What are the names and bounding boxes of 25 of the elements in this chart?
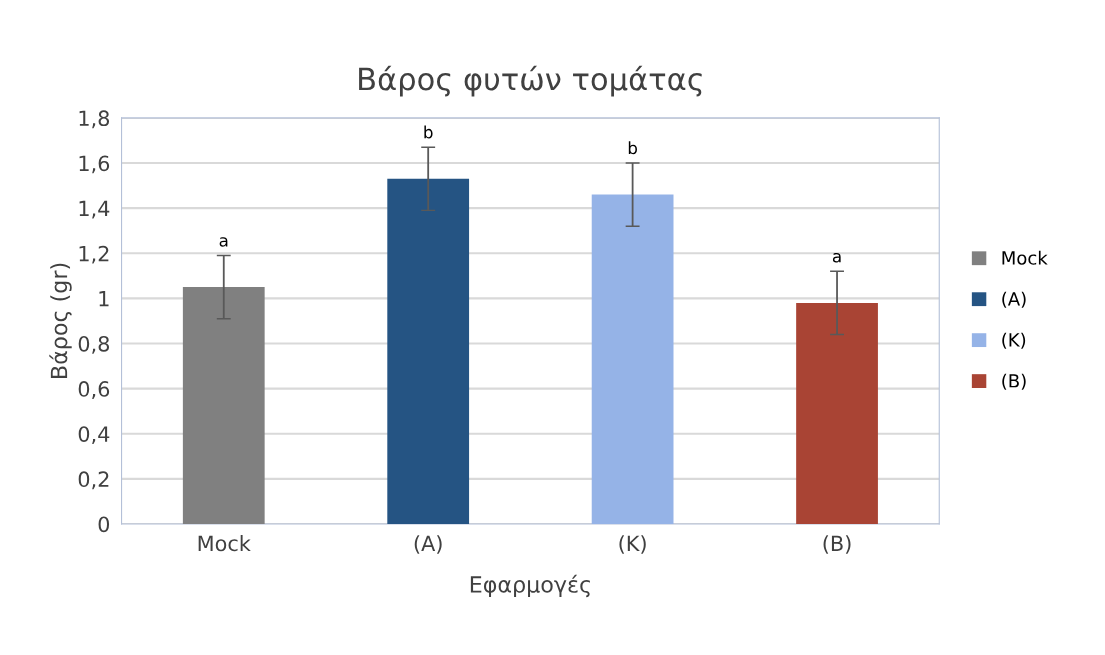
legend-label: Mock [1002, 250, 1048, 265]
y-tick-label: 0,6 [78, 381, 110, 399]
legend-label: (B) [1002, 373, 1026, 390]
y-tick-label: 1,6 [79, 155, 110, 174]
y-tick-label: 1,2 [79, 245, 109, 264]
x-tick-label: Mock [198, 535, 251, 552]
y-tick-label: 1,8 [79, 110, 110, 129]
y-tick-label: 0,2 [78, 471, 109, 490]
y-tick-label: 0,4 [78, 426, 110, 445]
y-tick-label: 1,4 [79, 200, 110, 219]
x-tick-label: (B) [823, 535, 851, 554]
legend-label: (K) [1002, 332, 1026, 349]
y-axis-title: Βάρος (gr) [49, 263, 72, 378]
y-tick-label: 1 [99, 291, 109, 307]
x-axis-title: Εφαρμογές [470, 574, 590, 598]
x-tick-label: (K) [619, 535, 646, 554]
annotation: a [219, 237, 228, 247]
annotation: a [832, 252, 841, 263]
annotation: b [628, 141, 637, 155]
chart-title: Βάρος φυτών τομάτας [359, 65, 702, 97]
y-tick-label: 0 [98, 516, 110, 533]
y-tick-label: 0,8 [78, 335, 110, 354]
legend-label: (A) [1002, 291, 1026, 308]
annotation: b [424, 125, 433, 139]
x-tick-label: (A) [414, 535, 442, 554]
